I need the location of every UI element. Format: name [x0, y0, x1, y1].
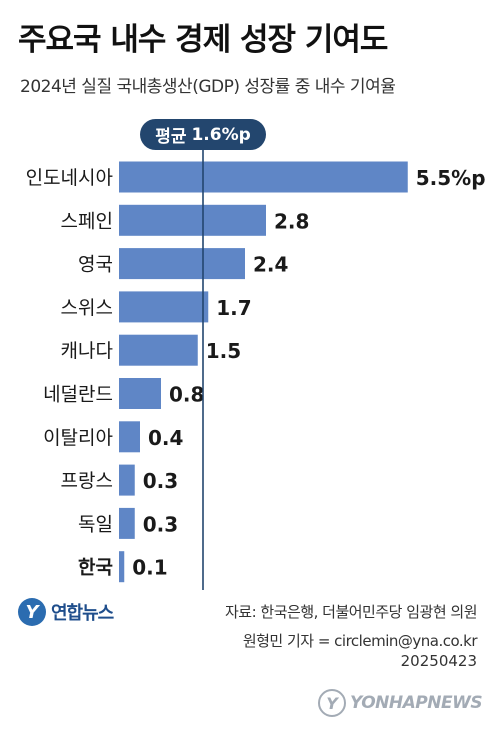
bar — [119, 421, 140, 453]
bar — [119, 334, 198, 366]
watermark-logo-icon: Y — [318, 689, 346, 717]
category-label: 인도네시아 — [26, 167, 113, 189]
average-label: 평균 — [155, 127, 187, 147]
publish-date: 20250423 — [400, 652, 477, 670]
chart-subtitle: 2024년 실질 국내총생산(GDP) 성장률 중 내수 기여율 — [20, 77, 396, 97]
value-label: 1.5 — [206, 339, 241, 363]
value-label: 5.5%p — [416, 166, 486, 190]
category-label: 캐나다 — [61, 340, 113, 362]
bar — [119, 551, 125, 583]
value-label: 2.8 — [274, 209, 309, 233]
category-label: 네덜란드 — [43, 384, 113, 406]
value-label: 0.4 — [148, 426, 183, 450]
value-label: 2.4 — [253, 253, 288, 277]
yonhap-logo-icon: Y — [18, 598, 46, 626]
category-label: 영국 — [78, 254, 113, 276]
average-value: 1.6%p — [191, 124, 251, 145]
bar — [119, 291, 209, 323]
bar — [119, 378, 161, 409]
category-label: 한국 — [78, 557, 113, 579]
yonhap-logo-text: 연합뉴스 — [51, 603, 114, 624]
bar — [119, 204, 266, 236]
source-note: 자료: 한국은행, 더불어민주당 임광현 의원 — [225, 603, 478, 621]
value-label: 0.3 — [143, 469, 178, 493]
bar — [119, 161, 408, 193]
value-label: 0.1 — [132, 556, 167, 580]
category-label: 스위스 — [61, 297, 113, 319]
category-label: 이탈리아 — [43, 427, 113, 449]
bar — [119, 248, 245, 280]
value-label: 0.8 — [169, 383, 204, 407]
average-badge: 평균 1.6%p — [140, 119, 266, 150]
value-label: 0.3 — [143, 512, 178, 536]
bar — [119, 464, 135, 496]
watermark-text: YONHAPNEWS — [350, 693, 483, 713]
value-label: 1.7 — [216, 296, 251, 320]
category-label: 프랑스 — [61, 470, 113, 492]
bar-chart: 인도네시아 5.5%p 스페인 2.8 영국 2.4 스위스 1.7 캐나다 1.5 네덜란드 0.8… — [26, 148, 486, 590]
yonhapnews-watermark: Y YONHAPNEWS — [318, 689, 483, 717]
category-label: 독일 — [78, 513, 113, 535]
reporter-credit: 원형민 기자 = circlemin@yna.co.kr — [242, 632, 478, 650]
chart-title: 주요국 내수 경제 성장 기여도 — [18, 22, 388, 58]
bar — [119, 507, 135, 539]
category-label: 스페인 — [61, 210, 113, 232]
yonhap-logo: Y 연합뉴스 — [18, 598, 114, 626]
